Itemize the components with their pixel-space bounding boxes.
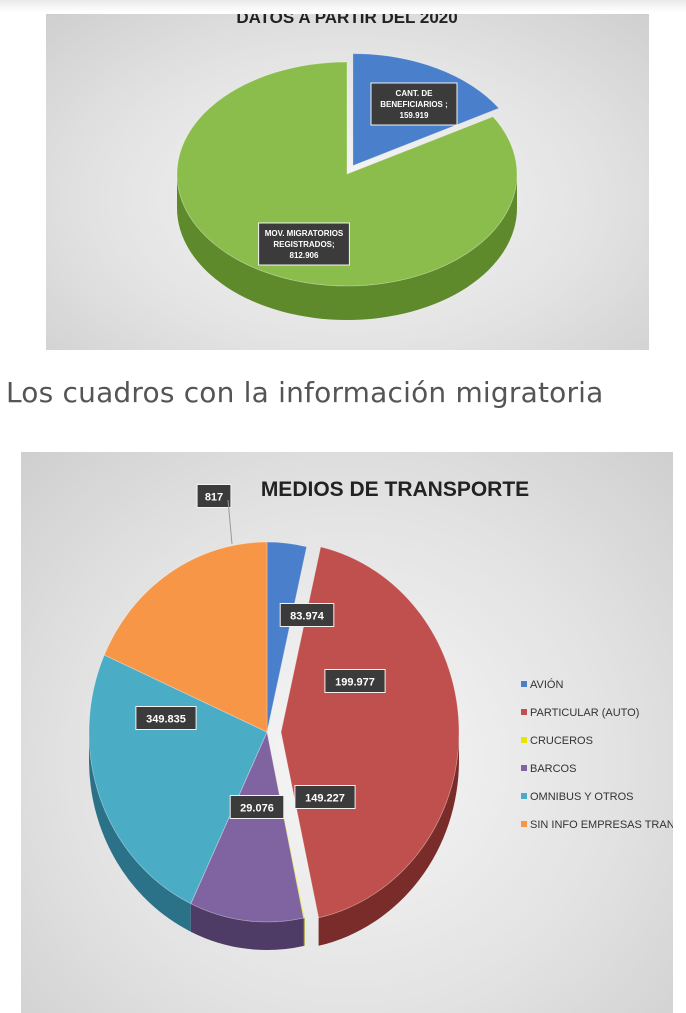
caption-text: Los cuadros con la información migratori… <box>6 376 604 409</box>
data-label-box <box>370 82 458 126</box>
data-label-box <box>279 603 335 627</box>
legend-item-particular-auto: PARTICULAR (AUTO) <box>521 707 639 719</box>
pie-depth <box>177 174 517 320</box>
legend-swatch <box>521 793 527 799</box>
legend-swatch <box>521 709 527 715</box>
data-labels: 29.076 349.835 817 83.974 199.977 149.227 <box>135 484 386 819</box>
pie-chart-transporte: MEDIOS DE TRANSPORTE 29.076 349.835 817 83.… <box>88 478 673 950</box>
data-label-particular-auto: 349.835 <box>135 706 197 730</box>
data-label-box <box>324 669 386 693</box>
pie-slice-particular-auto <box>280 546 460 919</box>
label-value: 349.835 <box>146 714 186 726</box>
pie-depth <box>89 732 459 950</box>
legend-label: AVIÓN <box>530 678 563 691</box>
chart-title: MEDIOS DE TRANSPORTE <box>261 478 529 501</box>
legend-item-barcos: BARCOS <box>521 763 576 775</box>
pie-slice-cruceros <box>266 731 306 919</box>
legend-item-cruceros: CRUCEROS <box>521 735 593 747</box>
pie-slice-sin-info-empresas-transp <box>103 541 268 733</box>
legend-swatch <box>521 765 527 771</box>
data-label-box <box>294 785 356 809</box>
pie-wall-barcos <box>190 903 304 950</box>
data-label-avion: 29.076 <box>229 795 285 819</box>
legend-label: PARTICULAR (AUTO) <box>530 707 639 719</box>
chart-title: DATOS A PARTIR DEL 2020 <box>236 14 457 27</box>
label-line: REGISTRADOS; <box>273 240 334 249</box>
legend-item-sin-info-empresas-transp: SIN INFO EMPRESAS TRANSP. <box>521 819 673 831</box>
chart-panel-transporte: MEDIOS DE TRANSPORTE 29.076 349.835 817 83.… <box>21 452 673 1013</box>
pie-slice-barcos <box>190 730 304 923</box>
legend-swatch <box>521 821 527 827</box>
pie-wall-cruceros <box>303 917 305 946</box>
data-labels: CANT. DE BENEFICIARIOS ; 159.919 MOV. MIGRA… <box>258 82 458 266</box>
leader-line <box>227 499 233 545</box>
label-value: 199.977 <box>335 677 375 689</box>
data-label-box <box>229 795 285 819</box>
data-label-barcos: 83.974 <box>279 603 335 627</box>
data-label-sin-info-empresas-transp: 149.227 <box>294 785 356 809</box>
legend-label: OMNIBUS Y OTROS <box>530 791 634 803</box>
legend-item-avion: AVIÓN <box>521 678 563 691</box>
pie-wall-mov-migratorios-registrados <box>177 174 517 320</box>
label-value: 812.906 <box>290 251 319 260</box>
label-value: 149.227 <box>305 793 345 805</box>
label-value: 29.076 <box>240 803 274 815</box>
label-value: 83.974 <box>290 611 325 623</box>
data-label-cruceros: 817 <box>196 484 232 508</box>
legend-label: CRUCEROS <box>530 735 593 747</box>
data-label-box <box>135 706 197 730</box>
chart-panel-datos: DATOS A PARTIR DEL 2020 CANT. DE BENEFICI… <box>46 14 649 350</box>
label-line: MOV. MIGRATORIOS <box>265 229 344 238</box>
pie-slice-avion <box>266 541 308 733</box>
label-value: 159.919 <box>400 111 429 120</box>
label-line: BENEFICIARIOS ; <box>380 100 448 109</box>
data-label-beneficiarios: CANT. DE BENEFICIARIOS ; 159.919 <box>370 82 458 126</box>
data-label-omnibus-y-otros: 199.977 <box>324 669 386 693</box>
legend: AVIÓN PARTICULAR (AUTO) CRUCEROS BARCOS OMNI… <box>521 678 673 831</box>
pie-chart-datos: DATOS A PARTIR DEL 2020 CANT. DE BENEFICI… <box>176 14 518 320</box>
pie-wall-omnibus-y-otros <box>89 732 191 932</box>
legend-item-omnibus-y-otros: OMNIBUS Y OTROS <box>521 791 634 803</box>
legend-label: BARCOS <box>530 763 576 775</box>
label-value: 817 <box>205 492 223 504</box>
legend-label: SIN INFO EMPRESAS TRANSP. <box>530 819 673 831</box>
top-strip <box>0 0 686 12</box>
legend-swatch <box>521 737 527 743</box>
pie-slice-omnibus-y-otros <box>88 654 268 905</box>
data-label-migratorios: MOV. MIGRATORIOS REGISTRADOS; 812.906 <box>258 222 350 266</box>
label-line: CANT. DE <box>396 89 434 98</box>
pie-slices <box>88 541 460 923</box>
pie-wall-particular-auto <box>318 732 459 946</box>
data-label-box <box>258 222 350 266</box>
legend-swatch <box>521 681 527 687</box>
data-label-box <box>196 484 232 508</box>
